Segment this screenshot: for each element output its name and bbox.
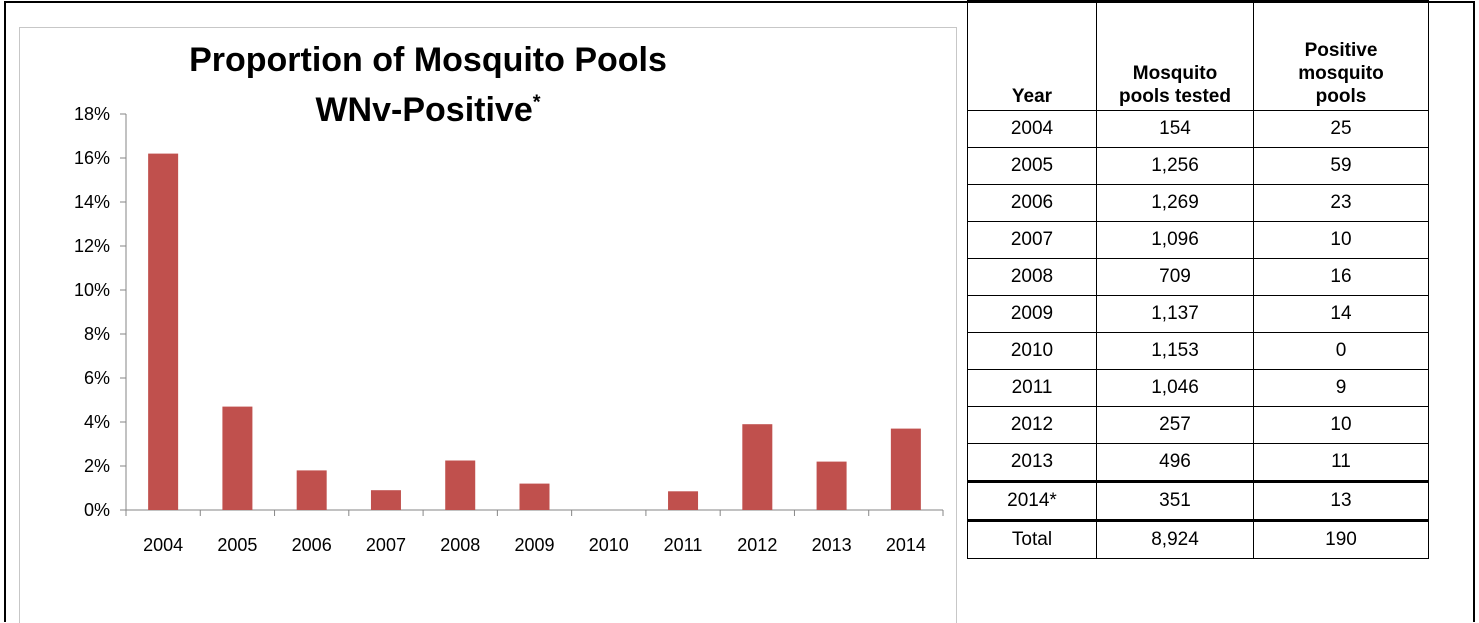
title-footnote-mark: * [532,91,541,114]
y-tick-label: 2% [84,456,110,476]
cell-pools-tested: 1,153 [1096,332,1254,370]
table-row: 2009 1,137 14 [967,295,1429,333]
y-tick-label: 0% [84,500,110,520]
cell-year: 2012 [967,406,1097,444]
cell-total-tested: 8,924 [1096,519,1254,559]
table-header-row: Year Mosquito pools tested Positive mosq… [967,0,1429,111]
data-table: Year Mosquito pools tested Positive mosq… [967,0,1429,559]
bar-2014 [890,428,921,510]
cell-pools-tested: 496 [1096,443,1254,482]
cell-positive-pools: 59 [1253,147,1429,185]
cell-pools-tested: 709 [1096,258,1254,296]
y-tick-label: 4% [84,412,110,432]
y-tick-label: 6% [84,368,110,388]
table-row: 2013 496 11 [967,443,1429,482]
cell-pools-tested: 1,269 [1096,184,1254,222]
cell-pools-tested: 154 [1096,110,1254,148]
x-tick-label: 2009 [514,535,554,555]
cell-positive-pools: 0 [1253,332,1429,370]
chart-area [19,27,957,623]
table-row: 2006 1,269 23 [967,184,1429,222]
table-row: 2004 154 25 [967,110,1429,148]
cell-year: 2013 [967,443,1097,482]
x-tick-label: 2005 [217,535,257,555]
bar-2011 [668,491,699,510]
bar-chart: 0% 2% 4% 6% 8% 10% 12% 14% 16% 18% 2004 2005 2006 200… [74,104,944,555]
cell-year: 2009 [967,295,1097,333]
cell-positive-pools: 16 [1253,258,1429,296]
cell-pools-tested: 257 [1096,406,1254,444]
cell-pools-tested: 1,046 [1096,369,1254,407]
cell-year: 2008 [967,258,1097,296]
x-tick-label: 2013 [812,535,852,555]
y-tick-label: 12% [74,236,110,256]
chart-title: Proportion of Mosquito Pools WNv-Positiv… [148,35,708,135]
cell-positive-pools: 11 [1253,443,1429,482]
bar-2013 [816,461,847,510]
cell-pools-tested: 351 [1096,480,1254,521]
bar-2008 [445,460,476,510]
y-tick-label: 10% [74,280,110,300]
cell-positive-pools: 10 [1253,406,1429,444]
cell-year: 2005 [967,147,1097,185]
cell-year: 2004 [967,110,1097,148]
y-tick-label: 16% [74,148,110,168]
cell-pools-tested: 1,137 [1096,295,1254,333]
table-row: 2012 257 10 [967,406,1429,444]
table-total-row: Total 8,924 190 [967,519,1429,559]
cell-pools-tested: 1,256 [1096,147,1254,185]
y-tick-label: 14% [74,192,110,212]
bar-2004 [148,153,179,510]
chart-title-line2: WNv-Positive [315,91,533,129]
table-row: 2007 1,096 10 [967,221,1429,259]
bar-2005 [222,406,253,510]
cell-positive-pools: 23 [1253,184,1429,222]
x-tick-label: 2004 [143,535,183,555]
y-tick-label: 8% [84,324,110,344]
x-tick-label: 2011 [664,535,703,555]
bar-2012 [742,424,773,510]
cell-year: 2006 [967,184,1097,222]
x-tick-label: 2012 [737,535,777,555]
cell-positive-pools: 13 [1253,480,1429,521]
header-year: Year [967,0,1097,111]
x-tick-label: 2010 [589,535,629,555]
x-tick-label: 2008 [440,535,480,555]
cell-year: 2011 [967,369,1097,407]
y-tick-label: 18% [74,104,110,124]
cell-year: 2007 [967,221,1097,259]
cell-positive-pools: 10 [1253,221,1429,259]
cell-positive-pools: 14 [1253,295,1429,333]
figure-frame [4,1,1475,622]
bar-2009 [519,483,550,510]
cell-year: 2014* [967,480,1097,521]
x-tick-label: 2007 [366,535,406,555]
cell-total-label: Total [967,519,1097,559]
cell-positive-pools: 25 [1253,110,1429,148]
table-row: 2010 1,153 0 [967,332,1429,370]
x-tick-label: 2014 [886,535,926,555]
cell-positive-pools: 9 [1253,369,1429,407]
header-positive-pools: Positive mosquito pools [1253,0,1429,111]
bar-2007 [370,490,401,510]
chart-title-line1: Proportion of Mosquito Pools [189,41,667,79]
bar-2006 [296,470,327,510]
table-row: 2005 1,256 59 [967,147,1429,185]
table-row: 2008 709 16 [967,258,1429,296]
cell-pools-tested: 1,096 [1096,221,1254,259]
cell-year: 2010 [967,332,1097,370]
header-pools-tested: Mosquito pools tested [1096,0,1254,111]
cell-total-positive: 190 [1253,519,1429,559]
x-tick-label: 2006 [292,535,332,555]
table-row: 2014* 351 13 [967,480,1429,521]
table-row: 2011 1,046 9 [967,369,1429,407]
